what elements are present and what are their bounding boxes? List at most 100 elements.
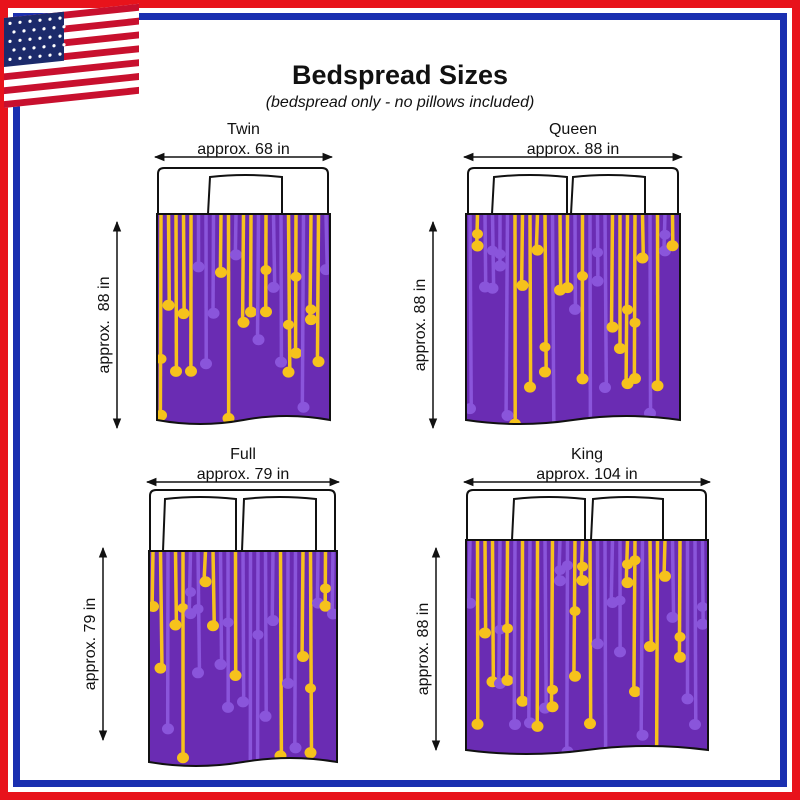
flag-star (58, 34, 62, 38)
drip (240, 214, 246, 323)
drip-drop (312, 356, 325, 368)
drip-drop (516, 695, 529, 707)
drip (218, 551, 224, 665)
drip-drop (290, 271, 302, 282)
drip-drop (162, 299, 175, 311)
drip-drop (177, 752, 189, 764)
drip-drop (576, 373, 589, 385)
drip-drop (215, 266, 227, 278)
drip-drop (599, 381, 611, 393)
flag-star (42, 27, 46, 31)
width-label: approx. 68 in (197, 141, 290, 158)
drip-drop (501, 674, 514, 686)
drip (558, 214, 563, 291)
drip-drop (561, 282, 574, 294)
drip-drop (592, 247, 603, 258)
drip (233, 214, 238, 255)
drip (324, 214, 330, 270)
width-label: approx. 88 in (527, 141, 620, 158)
drip (270, 551, 275, 621)
flag-star (18, 20, 22, 24)
drip-drop (214, 658, 227, 670)
drip-drop (674, 651, 686, 663)
drip (315, 551, 320, 604)
drip-drop (494, 249, 506, 260)
blanket-pattern (466, 540, 708, 754)
drip-drop (494, 260, 506, 272)
drip-drop (554, 575, 566, 587)
drip-drop (636, 252, 649, 264)
drip-drop (471, 718, 484, 730)
drip-drop (509, 418, 521, 424)
drip-drop (162, 723, 174, 735)
drip (550, 214, 556, 424)
drip (624, 214, 630, 384)
flag-star (62, 25, 66, 29)
drip (504, 214, 510, 416)
drip (648, 214, 653, 414)
drip-drop (200, 358, 212, 370)
drip-drop (629, 317, 641, 328)
drip (483, 540, 488, 633)
drip (670, 540, 676, 618)
drip-drop (192, 603, 204, 614)
drip-drop (509, 718, 521, 730)
flag-star (28, 19, 32, 23)
drip-drop (192, 667, 204, 679)
drip-drop (502, 623, 513, 634)
blanket-pattern (466, 214, 680, 424)
drip-drop (659, 570, 671, 582)
drip (632, 214, 637, 379)
drip-drop (252, 334, 265, 346)
drip (468, 214, 473, 409)
length-label: approx. 88 in (96, 277, 113, 374)
pillow (207, 174, 283, 215)
drip-drop (305, 304, 317, 315)
drip-drop (289, 742, 302, 754)
drip (639, 540, 645, 736)
flag-star (22, 29, 26, 33)
drip-drop (185, 365, 197, 377)
flag (4, 3, 139, 108)
drip-drop (170, 365, 182, 377)
drip-drop (267, 615, 279, 627)
drip-drop (576, 574, 589, 586)
drip (211, 551, 217, 626)
blanket-pattern (157, 214, 330, 424)
drip-drop (516, 279, 529, 291)
title: Bedspread Sizes (292, 60, 508, 90)
bed: Queen approx. 88 in approx. 88 in (412, 121, 684, 430)
drip-drop (297, 650, 309, 662)
flag-star (38, 36, 42, 40)
flag-star (8, 21, 12, 25)
drip-drop (562, 560, 573, 571)
drip (286, 214, 292, 373)
drip (150, 551, 155, 607)
drip-drop (591, 275, 604, 287)
drip-drop (614, 342, 626, 354)
drip (490, 540, 496, 682)
drip-drop (252, 629, 264, 640)
flag-star (48, 35, 52, 39)
drip (308, 551, 314, 753)
drip-drop (666, 240, 679, 252)
drip-drop (531, 720, 544, 732)
drip (527, 540, 532, 723)
flag-star (58, 52, 62, 56)
flag-star (52, 44, 56, 48)
drip-drop (305, 683, 316, 694)
pillow (162, 496, 237, 552)
drip-drop (674, 631, 686, 642)
drip-drop (169, 619, 182, 631)
drip-drop (154, 662, 167, 674)
drip (519, 214, 525, 286)
bed: Full approx. 79 in approx. 79 in (82, 446, 341, 767)
flag-star (58, 16, 62, 20)
blanket-outline (148, 550, 338, 767)
drip (278, 551, 284, 756)
drip-drop (245, 306, 257, 318)
drip (218, 214, 223, 273)
drip (693, 540, 698, 725)
width-label: approx. 79 in (197, 466, 290, 483)
drip-drop (267, 281, 280, 293)
